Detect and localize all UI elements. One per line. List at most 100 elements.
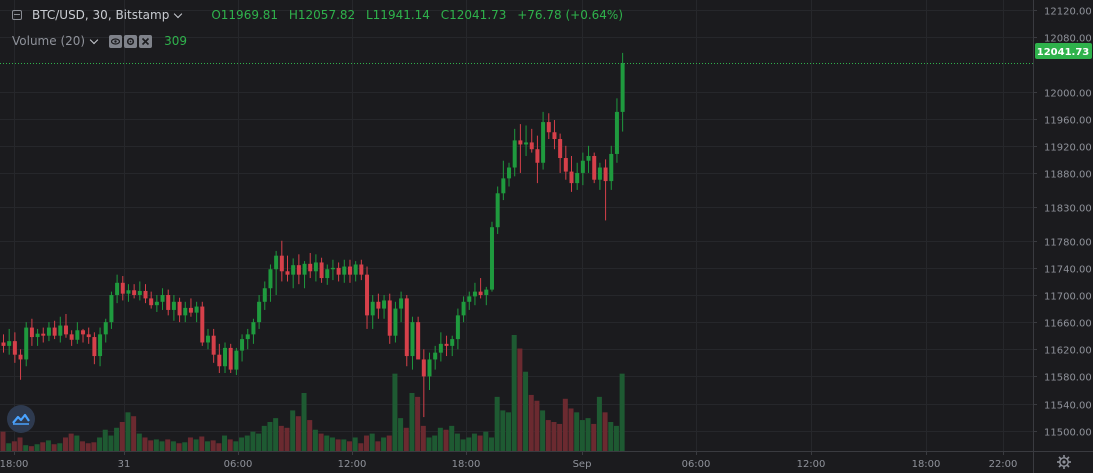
candle-body <box>546 122 551 133</box>
ohlc-low: L11941.14 <box>365 8 430 22</box>
volume-bar <box>596 396 602 451</box>
candle-body <box>69 334 74 340</box>
chevron-down-icon[interactable] <box>174 9 183 18</box>
tradingview-logo-icon[interactable] <box>7 405 35 433</box>
volume-bar <box>579 420 585 451</box>
volume-bar <box>409 393 415 451</box>
candle-body <box>211 335 216 355</box>
candle-body <box>427 359 432 377</box>
candle-body <box>433 352 438 360</box>
volume-bar <box>528 394 534 451</box>
price-tick-label: 11660.00 <box>1044 319 1092 330</box>
candle-body <box>75 330 80 340</box>
candle-body <box>200 306 205 343</box>
candle-body <box>296 265 301 275</box>
candle-body <box>291 265 296 275</box>
candle-body <box>160 295 165 302</box>
volume-bar <box>398 418 404 451</box>
volume-bar <box>34 444 40 451</box>
volume-bar <box>62 437 68 451</box>
time-tick-label: 12:00 <box>797 459 826 470</box>
time-axis[interactable]: 18:00 31 06:00 12:00 18:00 Sep 06:00 12:00 18:00… <box>0 451 1017 470</box>
ohlc-change: +76.78 (+0.64%) <box>517 8 623 22</box>
candle-body <box>109 295 114 323</box>
eye-icon[interactable] <box>109 34 123 48</box>
candle-body <box>353 264 358 275</box>
volume-bar <box>239 437 245 451</box>
candle-body <box>586 155 591 161</box>
volume-bar <box>415 396 421 451</box>
candle-body <box>171 301 176 310</box>
price-tick-label: 11500.00 <box>1044 428 1092 439</box>
volume-bar <box>57 443 63 451</box>
candle-body <box>444 343 449 346</box>
candle-body <box>478 291 483 296</box>
candle-body <box>58 325 63 336</box>
volume-bar <box>125 412 131 451</box>
time-tick-label: Sep <box>573 459 592 470</box>
volume-label[interactable]: Volume (20) <box>12 34 86 48</box>
volume-bar <box>267 422 273 451</box>
volume-bar <box>108 435 114 451</box>
volume-bar <box>381 437 387 451</box>
time-tick-label: 06:00 <box>224 459 253 470</box>
time-tick-label: 06:00 <box>682 459 711 470</box>
candle-body <box>325 269 330 279</box>
volume-bar <box>557 423 563 451</box>
price-tick-label: 11880.00 <box>1044 170 1092 181</box>
candle-body <box>234 350 239 370</box>
collapse-icon[interactable] <box>12 10 22 20</box>
settings-icon[interactable] <box>124 34 138 48</box>
volume-bar <box>273 418 279 451</box>
candle-body <box>240 339 245 351</box>
candle-body <box>603 167 608 182</box>
volume-bar <box>307 420 313 451</box>
price-tick-label: 11780.00 <box>1044 238 1092 249</box>
volume-bar <box>284 427 290 451</box>
volume-bar <box>170 441 176 451</box>
price-tick-label: 12120.00 <box>1044 7 1092 18</box>
volume-bar <box>176 443 182 451</box>
volume-bar <box>80 441 86 451</box>
volume-bar <box>449 425 455 451</box>
volume-bar <box>250 431 256 451</box>
volume-chevron-icon[interactable] <box>89 35 99 44</box>
candle-body <box>103 322 108 335</box>
price-axis[interactable]: 12120.00 12080.00 12000.00 11960.00 11920.00… <box>1033 7 1092 439</box>
candle-body <box>223 347 228 367</box>
candle-body <box>132 290 137 296</box>
candle-body <box>393 308 398 336</box>
time-tick-label: 31 <box>118 459 131 470</box>
volume-bar <box>369 433 375 451</box>
volume-bar <box>364 435 370 451</box>
price-tick-label: 11580.00 <box>1044 373 1092 384</box>
volume-bar <box>488 437 494 451</box>
volume-bar <box>97 437 103 451</box>
volume-bar <box>45 440 51 451</box>
candle-body <box>46 327 51 336</box>
volume-bars <box>0 335 625 451</box>
volume-bar <box>392 373 398 451</box>
volume-bar <box>261 425 267 451</box>
close-icon[interactable] <box>139 34 153 48</box>
volume-bar <box>142 437 148 451</box>
candle-body <box>484 289 489 296</box>
volume-bar <box>312 429 318 451</box>
candle-body <box>569 171 574 184</box>
current-price-label: 12041.73 <box>1037 47 1090 58</box>
settings-gear-icon[interactable] <box>1056 454 1072 470</box>
price-tick-label: 11620.00 <box>1044 346 1092 357</box>
price-tick-label: 11540.00 <box>1044 401 1092 412</box>
volume-bar <box>74 435 80 451</box>
candle-body <box>115 282 120 296</box>
candle-body <box>183 307 188 316</box>
candle-body <box>404 298 409 357</box>
symbol-label[interactable]: BTC/USD, 30, Bitstamp <box>32 8 170 22</box>
volume-bar <box>540 410 546 451</box>
time-tick-label: 22:00 <box>989 459 1018 470</box>
candle-body <box>18 354 23 360</box>
ohlc-high: H12057.82 <box>288 8 356 22</box>
volume-bar <box>102 429 108 451</box>
candle-body <box>580 160 585 173</box>
